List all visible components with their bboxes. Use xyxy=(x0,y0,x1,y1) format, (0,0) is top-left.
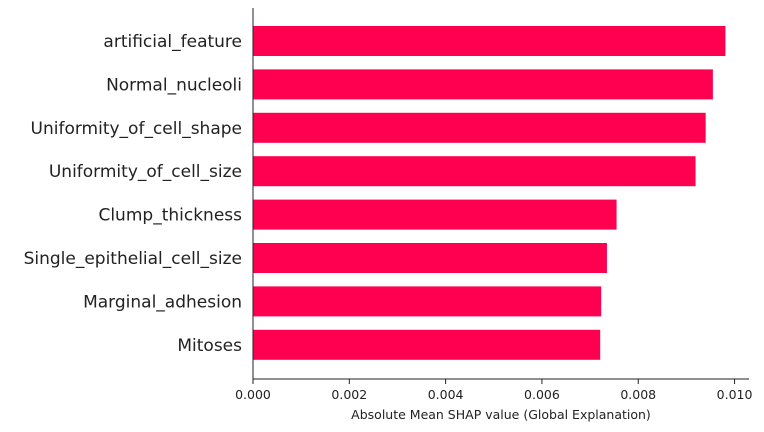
bar-mitoses xyxy=(253,329,601,360)
x-axis-ticks: 0.000 0.002 0.004 0.006 0.008 0.010 xyxy=(235,379,752,402)
x-tick-label: 0.002 xyxy=(331,387,367,402)
x-tick-label: 0.000 xyxy=(235,387,271,402)
x-tick-label: 0.008 xyxy=(620,387,656,402)
category-label-uniformity-of-cell-size: Uniformity_of_cell_size xyxy=(49,162,242,182)
category-label-normal-nucleoli: Normal_nucleoli xyxy=(106,75,242,95)
x-tick-label: 0.006 xyxy=(524,387,560,402)
x-tick-label: 0.004 xyxy=(428,387,464,402)
bar-normal-nucleoli xyxy=(253,69,713,100)
bar-clump-thickness xyxy=(253,199,617,230)
category-label-mitoses: Mitoses xyxy=(177,336,242,356)
category-label-uniformity-of-cell-shape: Uniformity_of_cell_shape xyxy=(31,119,242,139)
bar-uniformity-of-cell-size xyxy=(253,156,696,187)
bar-marginal-adhesion xyxy=(253,286,602,317)
x-axis-title: Absolute Mean SHAP value (Global Explana… xyxy=(351,407,651,422)
category-label-clump-thickness: Clump_thickness xyxy=(98,206,242,226)
category-label-artificial-feature: artificial_feature xyxy=(103,32,242,52)
bar-single-epithelial-cell-size xyxy=(253,243,607,273)
category-label-single-epithelial-cell-size: Single_epithelial_cell_size xyxy=(24,249,242,269)
category-labels: artificial_feature Normal_nucleoli Uniform… xyxy=(24,32,243,356)
category-label-marginal-adhesion: Marginal_adhesion xyxy=(83,292,242,312)
x-tick-label: 0.010 xyxy=(717,387,753,402)
bars-group xyxy=(253,26,726,360)
bar-artificial-feature xyxy=(253,26,726,56)
bar-uniformity-of-cell-shape xyxy=(253,112,706,143)
